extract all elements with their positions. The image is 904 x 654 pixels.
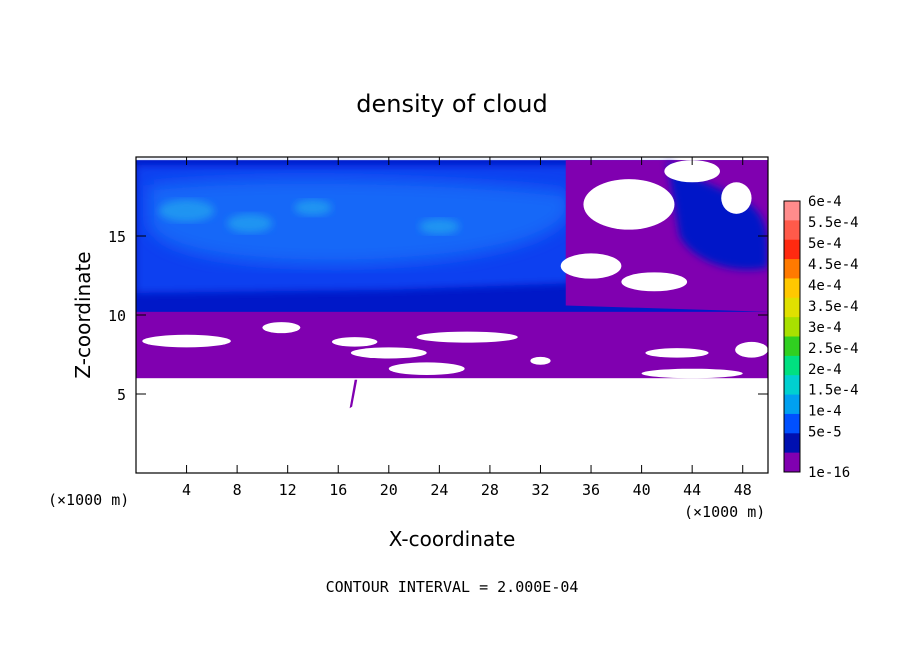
x-axis-label: X-coordinate: [389, 527, 516, 551]
x-tick-label: 28: [481, 481, 499, 499]
clear-gap: [530, 356, 551, 365]
colorbar-frame: [783, 200, 801, 473]
y-tick-label: 15: [108, 228, 126, 246]
colorbar-swatch: [784, 317, 800, 337]
x-tick-label: 48: [734, 481, 752, 499]
clear-gap: [388, 362, 465, 376]
colorbar-label: 1e-4: [808, 404, 842, 420]
x-tick-label: 8: [233, 481, 242, 499]
clear-gap: [416, 331, 518, 343]
chart-title: density of cloud: [356, 90, 547, 118]
x-unit-left: (×1000 m): [48, 491, 129, 509]
clear-gap: [645, 348, 709, 358]
clear-gap: [350, 347, 427, 359]
colorbar-label: 3.5e-4: [808, 299, 859, 315]
contour-interval-note: CONTOUR INTERVAL = 2.000E-04: [326, 578, 579, 596]
colorbar-swatch: [784, 433, 800, 454]
right-blue: [666, 160, 768, 270]
x-axis: 4 8 12 16 20 24 28 32 36 40 44 48: [182, 157, 752, 499]
y-tick-label: 10: [108, 307, 126, 325]
x-tick-label: 40: [633, 481, 651, 499]
colorbar-label: 2.5e-4: [808, 341, 859, 357]
x-tick-label: 24: [430, 481, 448, 499]
core-highest: [158, 199, 215, 222]
clear-gap: [721, 182, 752, 214]
core-highest: [227, 213, 273, 233]
core-highest: [419, 218, 460, 235]
cloud-wisp: [349, 379, 358, 409]
colorbar-label: 1e-16: [808, 465, 850, 481]
colorbar-label: 1.5e-4: [808, 383, 859, 399]
colorbar-swatch: [784, 259, 800, 279]
clear-gap: [142, 334, 231, 348]
clear-gap: [583, 179, 675, 230]
colorbar-label: 3e-4: [808, 320, 842, 336]
clear-gap: [621, 272, 688, 292]
layer-high: [148, 178, 571, 265]
colorbar-swatch: [784, 297, 800, 318]
colorbar-label: 5e-5: [808, 425, 842, 441]
x-tick-label: 44: [683, 481, 701, 499]
colorbar-swatch: [784, 355, 800, 376]
colorbar-swatch: [784, 413, 800, 434]
colorbar-swatch: [784, 375, 800, 396]
clear-gap: [331, 337, 378, 347]
x-tick-label: 12: [279, 481, 297, 499]
colorbar-swatch: [784, 394, 800, 415]
colorbar-swatch: [784, 239, 800, 260]
colorbar-swatch: [784, 336, 800, 357]
colorbar-label: 2e-4: [808, 362, 842, 378]
clear-gap: [262, 322, 301, 334]
colorbar-label: 4e-4: [808, 278, 842, 294]
colorbar: 6e-4 5.5e-4 5e-4 4.5e-4 4e-4 3.5e-4 3e-4 2.5e-4…: [783, 194, 859, 481]
x-tick-label: 4: [182, 481, 191, 499]
clear-gap: [641, 368, 743, 379]
colorbar-label: 4.5e-4: [808, 257, 859, 273]
colorbar-swatch: [784, 220, 800, 241]
colorbar-label: 5.5e-4: [808, 215, 859, 231]
x-tick-label: 16: [329, 481, 347, 499]
below-cloud-base: [136, 379, 768, 473]
colorbar-swatch: [784, 201, 800, 221]
colorbar-swatch: [784, 452, 800, 473]
x-tick-label: 36: [582, 481, 600, 499]
y-axis: 5 10 15: [108, 228, 768, 404]
x-tick-label: 20: [380, 481, 398, 499]
cloud-field: [136, 160, 768, 473]
colorbar-label: 6e-4: [808, 194, 842, 210]
clear-gap: [560, 253, 622, 279]
clear-gap: [664, 160, 720, 183]
clear-gap: [735, 341, 768, 358]
y-axis-label: Z-coordinate: [71, 251, 95, 378]
y-tick-label: 5: [117, 386, 126, 404]
core-highest: [294, 199, 332, 216]
colorbar-swatch: [784, 278, 800, 299]
colorbar-label: 5e-4: [808, 236, 842, 252]
x-tick-label: 32: [531, 481, 549, 499]
x-unit-right: (×1000 m): [684, 503, 765, 521]
